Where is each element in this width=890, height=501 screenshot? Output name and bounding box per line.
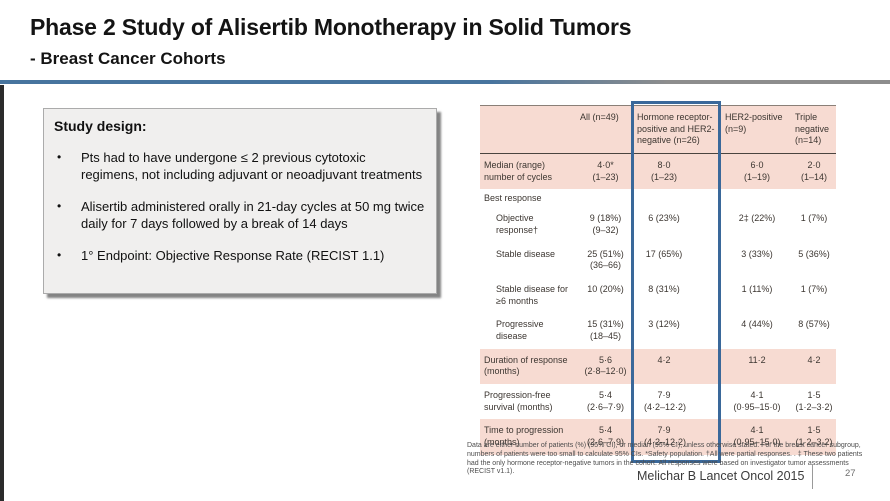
study-design-bullet: • 1° Endpoint: Objective Response Rate (…: [54, 248, 426, 265]
table-cell: 2‡ (22%): [738, 213, 776, 224]
table-cell: 5 (36%): [798, 248, 830, 259]
table-cell: 3 (33%): [741, 248, 773, 259]
footnote-line: numbers of patients were too small to ca…: [467, 450, 863, 458]
table-body: Median (range) number of cycles 4·0* (1–23…: [480, 154, 836, 455]
row-label: Progressive disease: [496, 319, 544, 341]
table-row: Objective response† 9 (18%) (9–32) 6 (23%) 2…: [480, 207, 836, 243]
row-label: Best response: [484, 193, 542, 204]
table-cell: 11·2: [748, 354, 766, 365]
title-divider-rule: [0, 80, 890, 84]
bullet-text: Alisertib administered orally in 21-day …: [81, 198, 425, 231]
page-number: 27: [845, 468, 856, 479]
study-design-bullet: • Pts had to have undergone ≤ 2 previous…: [54, 150, 426, 184]
table-cell: 7·9 (4·2–12·2): [644, 390, 687, 412]
page-subtitle: - Breast Cancer Cohorts: [30, 49, 226, 68]
table-cell: 1 (7%): [800, 283, 828, 294]
table-cell: 1 (7%): [800, 213, 828, 224]
study-design-box: Study design: • Pts had to have undergon…: [43, 108, 437, 294]
column-header: [480, 106, 577, 153]
table-cell: 1·5 (1·2–3·2): [795, 425, 833, 448]
table-cell: 4·1 (0·95–15·0): [733, 390, 781, 412]
table-cell: 4 (44%): [741, 319, 773, 330]
results-table: All (n=49) Hormone receptor-positive and …: [480, 101, 836, 463]
table-footnote: Data are either number of patients (%) (…: [467, 442, 869, 477]
row-label: Stable disease: [496, 248, 556, 259]
study-design-list: • Pts had to have undergone ≤ 2 previous…: [54, 150, 426, 264]
table-cell: 3 (12%): [648, 319, 680, 330]
table-cell: 10 (20%): [587, 283, 624, 294]
table-cell: 25 (51%) (36–66): [587, 248, 624, 271]
footer-divider: [812, 464, 813, 489]
table-cell: 5·6 (2·8–12·0): [584, 354, 627, 377]
footnote-line: Data are either number of patients (%) (…: [467, 442, 861, 449]
table-cell: 6 (23%): [648, 213, 680, 224]
table-cell: 8·0 (1–23): [650, 160, 677, 182]
table-cell: [722, 189, 792, 207]
column-header: All (n=49): [580, 112, 619, 122]
footnote-line: had the only hormone receptor-negative t…: [467, 459, 849, 467]
citation-text: Melichar B Lancet Oncol 2015: [637, 469, 805, 483]
table-row: Duration of response (months) 5·6 (2·8–12·…: [480, 348, 836, 384]
table-cell: 6·0 (1–19): [743, 160, 770, 182]
table-row: Stable disease for ≥6 months 10 (20%) 8 (3…: [480, 277, 836, 314]
row-label: Duration of response (months): [484, 354, 568, 377]
table-cell: [792, 189, 836, 207]
table-row: Progression-free survival (months) 5·4 (2·…: [480, 384, 836, 420]
bullet-icon: •: [57, 247, 62, 262]
table-cell: 4·2: [807, 354, 821, 365]
study-design-bullet: • Alisertib administered orally in 21-da…: [54, 199, 426, 233]
table-cell: [634, 189, 722, 207]
row-label: Median (range) number of cycles: [484, 160, 553, 182]
bullet-icon: •: [57, 198, 62, 213]
table-header-row: All (n=49) Hormone receptor-positive and …: [480, 105, 836, 155]
table-cell: 7·9 (4·2–12·2): [644, 425, 687, 448]
table-cell: [577, 189, 634, 207]
table-cell: 1 (11%): [741, 283, 773, 294]
row-label: Time to progression (months): [484, 425, 564, 448]
table-row: Median (range) number of cycles 4·0* (1–23…: [480, 154, 836, 190]
table-row: Time to progression (months) 5·4 (2·6–7·9)…: [480, 419, 836, 455]
table-cell: 5·4 (2·6–7·9): [586, 425, 624, 448]
row-label: Objective response†: [496, 213, 539, 235]
bullet-text: Pts had to have undergone ≤ 2 previous c…: [81, 150, 423, 182]
table-cell: 4·0* (1–23): [592, 160, 619, 182]
table-cell: 17 (65%): [645, 248, 683, 259]
table-cell: 5·4 (2·6–7·9): [586, 390, 624, 412]
table-cell: 9 (18%) (9–32): [589, 213, 622, 235]
row-label: Progression-free survival (months): [484, 390, 553, 412]
left-edge-bar: [0, 85, 4, 501]
table-cell: 4·1 (0·95–15·0): [733, 425, 781, 448]
bullet-text: 1° Endpoint: Objective Response Rate (RE…: [81, 247, 385, 263]
table-row: Progressive disease 15 (31%) (18–45) 3 (12%…: [480, 313, 836, 349]
table-cell: 8 (31%): [648, 283, 680, 294]
table-row: Best response: [480, 189, 836, 208]
bullet-icon: •: [57, 150, 62, 164]
study-design-heading: Study design:: [54, 118, 147, 134]
column-header: Triple negative (n=14): [795, 112, 830, 146]
table-cell: 2·0 (1–14): [800, 160, 827, 182]
table-row: Stable disease 25 (51%) (36–66) 17 (65%) 3 (…: [480, 242, 836, 278]
table-cell: 15 (31%) (18–45): [587, 319, 624, 341]
page-title: Phase 2 Study of Alisertib Monotherapy i…: [30, 14, 632, 40]
table-cell: 4·2: [657, 354, 671, 365]
footnote-line: (RECIST v1.1).: [467, 468, 515, 476]
table-cell: 1·5 (1·2–3·2): [795, 390, 833, 412]
row-label: Stable disease for ≥6 months: [496, 283, 569, 306]
table-cell: 8 (57%): [798, 319, 830, 330]
column-header: Hormone receptor-positive and HER2-negat…: [637, 112, 715, 146]
column-header: HER2-positive (n=9): [725, 112, 783, 134]
